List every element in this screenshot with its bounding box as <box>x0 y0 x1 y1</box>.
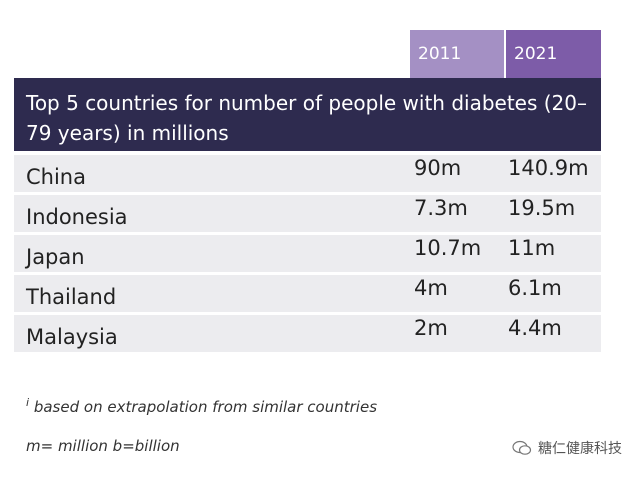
country-name: Malaysia <box>26 324 118 349</box>
table-row: Malaysia 2m 4.4m <box>14 315 601 352</box>
table-row: China 90m 140.9m <box>14 155 601 192</box>
footnote-marker: i <box>26 396 30 409</box>
value-2011: 7.3m <box>414 195 468 220</box>
watermark-text: 糖仁健康科技 <box>538 441 622 457</box>
table-title-text: Top 5 countries for number of people wit… <box>26 91 588 145</box>
value-2011: 90m <box>414 155 462 180</box>
year-label-2011: 2011 <box>418 44 462 64</box>
value-2021: 6.1m <box>508 275 562 300</box>
year-header-2021: 2021 <box>506 30 601 78</box>
year-header-2011: 2011 <box>410 30 504 78</box>
value-2021: 19.5m <box>508 195 576 220</box>
table-row: Thailand 4m 6.1m <box>14 275 601 312</box>
country-table: China 90m 140.9m Indonesia 7.3m 19.5m Ja… <box>14 155 601 355</box>
value-2021: 11m <box>508 235 556 260</box>
unit-legend: m= million b=billion <box>26 437 180 455</box>
footnote: i based on extrapolation from similar co… <box>26 396 377 416</box>
wechat-icon <box>512 440 532 455</box>
watermark: 糖仁健康科技 <box>512 438 622 458</box>
year-label-2021: 2021 <box>514 44 558 64</box>
footnote-text: based on extrapolation from similar coun… <box>33 398 378 416</box>
value-2011: 10.7m <box>414 235 482 260</box>
table-row: Japan 10.7m 11m <box>14 235 601 272</box>
country-name: Thailand <box>26 284 117 309</box>
country-name: Japan <box>26 244 85 269</box>
table-row: Indonesia 7.3m 19.5m <box>14 195 601 232</box>
value-2021: 140.9m <box>508 155 589 180</box>
table-title: Top 5 countries for number of people wit… <box>14 78 601 151</box>
country-name: Indonesia <box>26 204 128 229</box>
country-name: China <box>26 164 86 189</box>
value-2011: 2m <box>414 315 448 340</box>
value-2021: 4.4m <box>508 315 562 340</box>
value-2011: 4m <box>414 275 448 300</box>
